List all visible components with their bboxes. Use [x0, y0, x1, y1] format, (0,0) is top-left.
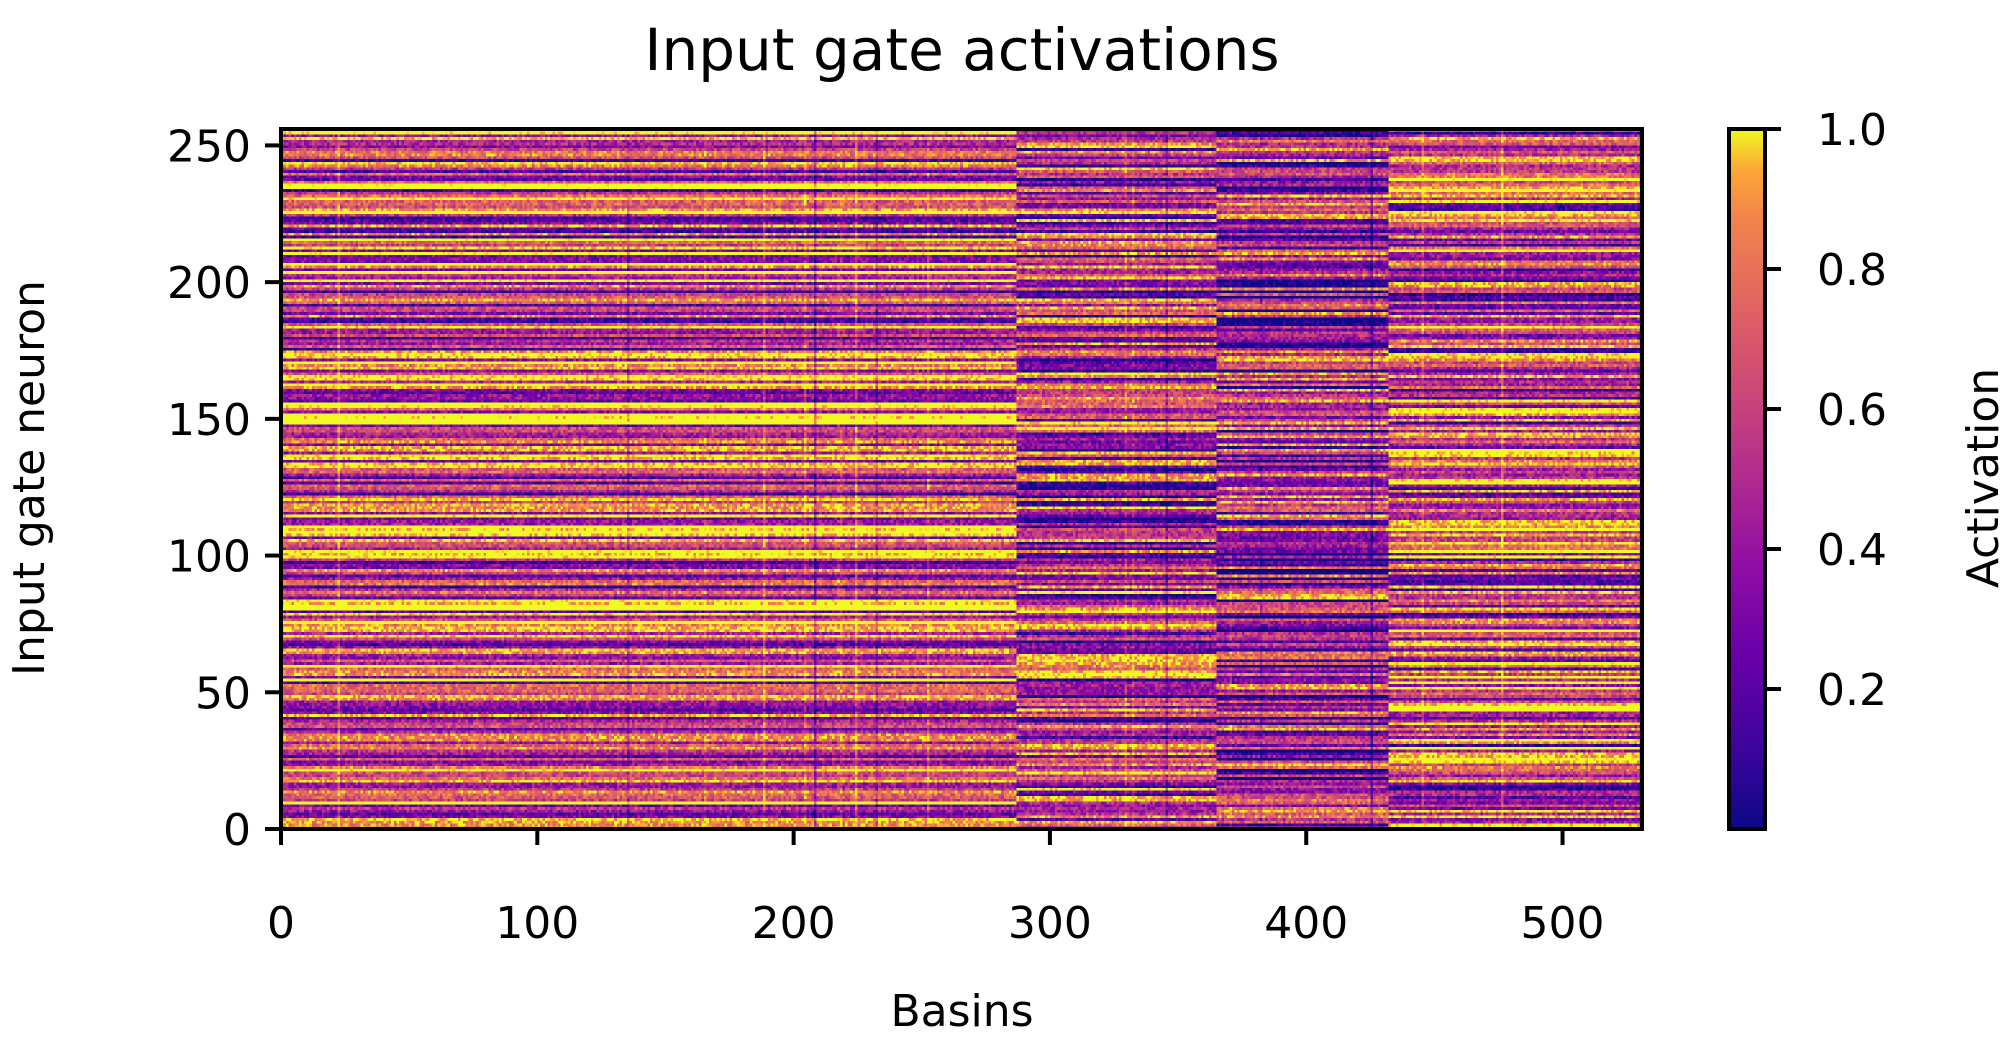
x-tick-label: 500	[1521, 898, 1605, 949]
colorbar-tick-label: 0.6	[1817, 385, 1887, 436]
colorbar-gradient	[1729, 129, 1765, 829]
y-axis-label: Input gate neuron	[4, 280, 55, 676]
y-tick-label: 150	[167, 395, 251, 446]
x-axis-label: Basins	[890, 986, 1033, 1037]
y-axis: 0 50 100 150 200 250	[167, 121, 281, 856]
colorbar-ticks: 0.2 0.4 0.6 0.8 1.0	[1765, 105, 1887, 716]
colorbar-tick-label: 0.8	[1817, 245, 1887, 296]
colorbar-frame	[1727, 127, 1767, 831]
y-tick-label: 50	[195, 668, 251, 719]
y-tick-label: 0	[223, 805, 251, 856]
chart-title: Input gate activations	[644, 16, 1279, 84]
colorbar-tick-label: 0.2	[1817, 665, 1887, 716]
colorbar-tick-label: 0.4	[1817, 525, 1887, 576]
y-tick-label: 100	[167, 532, 251, 583]
y-tick-label: 250	[167, 121, 251, 172]
colorbar-label: Activation	[1958, 368, 2009, 588]
x-tick-label: 300	[1008, 898, 1092, 949]
colorbar-tick-label: 1.0	[1817, 105, 1887, 156]
x-axis: 0 100 200 300 400 500	[267, 829, 1605, 949]
x-tick-label: 200	[752, 898, 836, 949]
plot-frame	[279, 127, 1644, 831]
x-tick-label: 400	[1264, 898, 1348, 949]
heatmap-image	[281, 129, 1642, 829]
heatmap-plot-area	[279, 127, 1644, 831]
y-tick-label: 200	[167, 258, 251, 309]
x-tick-label: 0	[267, 898, 295, 949]
x-tick-label: 100	[495, 898, 579, 949]
colorbar: 0.2 0.4 0.6 0.8 1.0 Activation	[1727, 105, 2009, 831]
